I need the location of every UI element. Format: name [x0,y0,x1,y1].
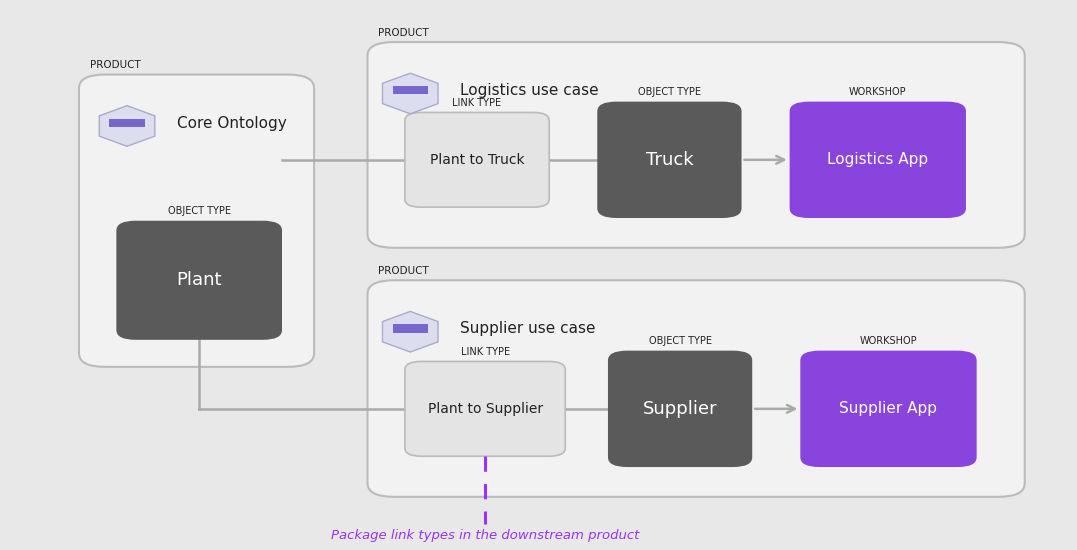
FancyBboxPatch shape [79,75,314,367]
Polygon shape [382,311,438,352]
FancyBboxPatch shape [607,351,752,467]
Text: Core Ontology: Core Ontology [178,116,288,131]
FancyBboxPatch shape [116,221,282,340]
Text: WORKSHOP: WORKSHOP [849,87,907,97]
Text: OBJECT TYPE: OBJECT TYPE [648,336,712,346]
Text: WORKSHOP: WORKSHOP [859,336,918,346]
Text: Package link types in the downstream product: Package link types in the downstream pro… [331,529,640,542]
FancyBboxPatch shape [405,361,565,456]
FancyBboxPatch shape [367,42,1024,248]
Text: Supplier use case: Supplier use case [461,322,596,337]
Polygon shape [382,73,438,114]
Text: Plant: Plant [177,271,222,289]
FancyBboxPatch shape [800,351,977,467]
Text: PRODUCT: PRODUCT [89,60,140,70]
Polygon shape [393,86,428,94]
Text: PRODUCT: PRODUCT [378,28,429,38]
Text: Plant to Truck: Plant to Truck [430,153,524,167]
Text: Truck: Truck [645,151,694,169]
Text: OBJECT TYPE: OBJECT TYPE [638,87,701,97]
Text: LINK TYPE: LINK TYPE [452,98,502,108]
FancyBboxPatch shape [367,280,1024,497]
Text: Logistics use case: Logistics use case [461,83,599,98]
FancyBboxPatch shape [789,102,966,218]
Text: LINK TYPE: LINK TYPE [461,347,509,357]
Text: OBJECT TYPE: OBJECT TYPE [168,206,230,216]
Text: Supplier: Supplier [643,400,717,418]
Text: Plant to Supplier: Plant to Supplier [428,402,543,416]
Text: PRODUCT: PRODUCT [378,266,429,276]
Text: Logistics App: Logistics App [827,152,928,167]
Polygon shape [99,106,155,146]
FancyBboxPatch shape [598,102,742,218]
Text: Supplier App: Supplier App [839,402,937,416]
Polygon shape [393,324,428,333]
Polygon shape [110,119,144,127]
FancyBboxPatch shape [405,112,549,207]
